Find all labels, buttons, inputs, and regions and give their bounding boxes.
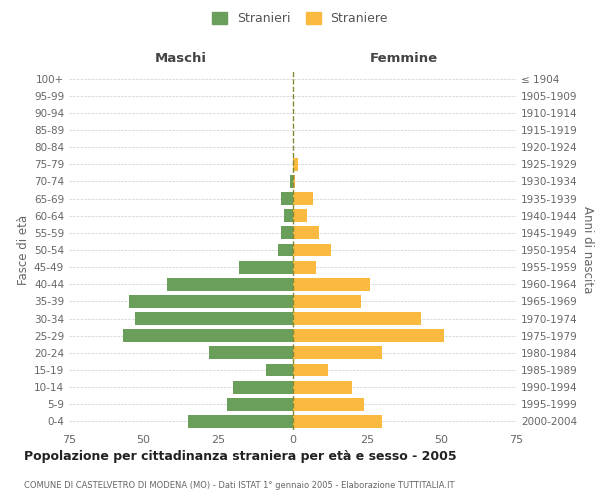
Legend: Stranieri, Straniere: Stranieri, Straniere — [207, 7, 393, 30]
Bar — [293, 192, 313, 205]
Text: Femmine: Femmine — [370, 52, 439, 65]
Bar — [293, 226, 319, 239]
Y-axis label: Fasce di età: Fasce di età — [17, 215, 30, 285]
Bar — [188, 415, 293, 428]
Bar — [278, 244, 293, 256]
Bar — [293, 260, 316, 274]
Bar — [290, 175, 293, 188]
Bar — [281, 226, 293, 239]
Bar — [293, 346, 382, 360]
Text: Maschi: Maschi — [155, 52, 207, 65]
Bar — [281, 192, 293, 205]
Bar — [293, 210, 307, 222]
Bar — [293, 380, 352, 394]
Y-axis label: Anni di nascita: Anni di nascita — [581, 206, 594, 294]
Text: Popolazione per cittadinanza straniera per età e sesso - 2005: Popolazione per cittadinanza straniera p… — [24, 450, 457, 463]
Bar — [233, 380, 293, 394]
Bar — [239, 260, 293, 274]
Bar — [128, 295, 293, 308]
Bar — [293, 175, 295, 188]
Bar — [293, 398, 364, 410]
Bar — [293, 295, 361, 308]
Bar — [293, 278, 370, 290]
Bar — [209, 346, 293, 360]
Bar — [293, 364, 328, 376]
Bar — [122, 330, 293, 342]
Bar — [134, 312, 293, 325]
Bar — [284, 210, 293, 222]
Text: COMUNE DI CASTELVETRO DI MODENA (MO) - Dati ISTAT 1° gennaio 2005 - Elaborazione: COMUNE DI CASTELVETRO DI MODENA (MO) - D… — [24, 481, 455, 490]
Bar — [293, 312, 421, 325]
Bar — [293, 244, 331, 256]
Bar — [293, 415, 382, 428]
Bar — [167, 278, 293, 290]
Bar — [266, 364, 293, 376]
Bar — [293, 158, 298, 170]
Bar — [293, 330, 445, 342]
Bar — [227, 398, 293, 410]
